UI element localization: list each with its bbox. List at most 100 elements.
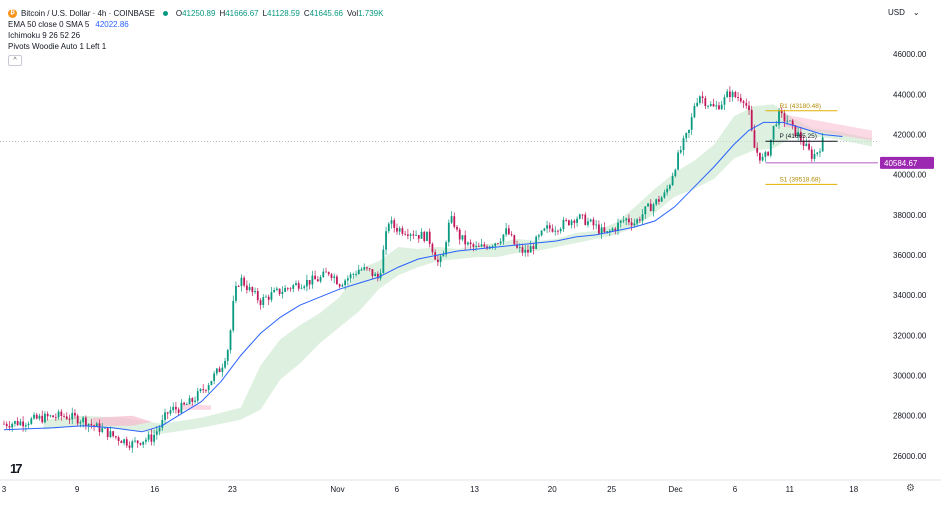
candle-body [764,152,767,157]
y-tick-label: 32000.00 [893,331,927,340]
candle-body [117,437,120,442]
candle-body [30,418,33,424]
candle-body [262,297,265,305]
candle-body [737,97,739,98]
candle-body [229,330,232,351]
ichimoku-cloud-bear [92,415,152,426]
candle-body [813,154,816,159]
candle-body [297,283,300,289]
y-tick-label: 42000.00 [893,130,927,139]
candle-body [426,231,428,241]
candle-body [153,434,155,442]
candle-body [259,300,262,305]
candle-body [322,271,325,278]
candle-body [256,291,259,301]
candle-body [245,285,248,291]
candle-body [761,156,764,161]
candle-body [213,373,216,381]
candle-body [679,150,682,153]
ohlc-c: C41645.66 [303,9,343,18]
candle-body [106,427,109,438]
candle-body [791,120,794,126]
candle-body [671,176,674,186]
candle-body [723,97,726,105]
candle-body [316,279,319,282]
candle-body [191,398,194,402]
candle-body [161,419,164,428]
candle-body [494,243,497,247]
candle-body [581,214,584,216]
candle-body [295,283,297,286]
y-tick-label: 44000.00 [893,90,927,99]
candle-body [567,220,570,226]
candle-body [442,254,445,257]
candle-body [232,300,235,331]
candle-body [385,231,387,250]
candle-body [458,229,461,240]
candle-body [726,91,729,98]
candle-body [600,227,603,234]
candle-body [374,273,377,277]
candle-body [562,219,565,229]
candle-body [267,296,270,300]
currency-label: USD [888,8,905,17]
candle-body [502,234,505,242]
candle-body [587,221,589,225]
candle-body [464,235,467,245]
x-tick-label: Dec [668,485,682,494]
candle-body [775,124,778,126]
candle-body [14,421,16,424]
gear-icon[interactable]: ⚙ [906,483,915,494]
candle-body [60,411,63,416]
candle-body [164,412,166,420]
indicator-ichimoku[interactable]: Ichimoku 9 26 52 26 [8,30,383,41]
candle-body [456,226,458,230]
candle-body [210,380,213,386]
candle-body [54,417,57,419]
symbol-title: Bitcoin / U.S. Dollar · 4h · COINBASE [21,9,155,18]
candle-body [360,269,363,271]
candle-body [366,267,368,269]
ema-label: EMA 50 close 0 SMA 5 [8,20,90,29]
collapse-legend-button[interactable]: ^ [8,55,22,66]
candle-body [617,222,619,231]
candle-body [709,104,712,106]
indicator-ema[interactable]: EMA 50 close 0 SMA 5 42022.86 [8,19,383,30]
candle-body [84,417,87,427]
symbol-row[interactable]: ₿ Bitcoin / U.S. Dollar · 4h · COINBASE … [8,8,383,19]
candle-body [821,137,824,152]
candle-body [450,216,453,223]
candle-body [753,130,756,148]
candle-body [172,406,175,411]
candle-body [431,243,434,253]
candle-body [251,287,254,293]
candle-body [677,152,679,170]
candle-body [139,443,142,445]
candle-body [584,214,587,225]
candle-body [810,149,813,159]
price-label: 40584.67 [884,159,918,168]
candle-body [338,284,341,287]
candle-body [215,368,218,374]
candle-body [319,277,322,282]
currency-selector[interactable]: USD ⌄ [884,6,924,19]
indicator-pivots[interactable]: Pivots Woodie Auto 1 Left 1 [8,41,383,52]
candle-body [619,220,622,223]
candle-body [415,235,417,236]
candle-body [712,104,715,107]
candle-body [701,96,704,99]
candle-body [778,110,780,125]
tradingview-logo[interactable]: 17 [10,461,23,476]
ichimoku-cloud-bear [783,114,872,141]
candle-body [166,412,169,414]
candle-body [333,276,336,278]
candle-body [682,138,685,151]
candle-body [445,242,447,255]
candle-body [437,259,439,263]
candle-body [655,199,658,205]
candle-body [720,104,723,110]
candle-body [439,256,442,263]
ohlc-h: H41666.67 [219,9,259,18]
